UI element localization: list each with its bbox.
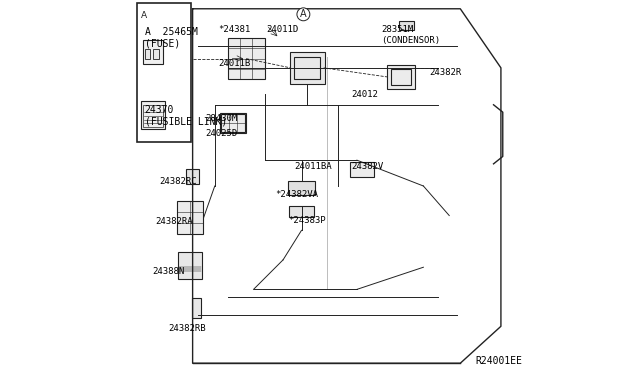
Text: 24382V: 24382V bbox=[351, 162, 383, 171]
Text: *24382VA: *24382VA bbox=[276, 190, 319, 199]
Bar bbox=[186, 169, 199, 184]
Text: A: A bbox=[300, 9, 307, 19]
Bar bbox=[399, 21, 414, 30]
Text: 24011B: 24011B bbox=[218, 59, 251, 68]
Text: R24001EE: R24001EE bbox=[475, 356, 522, 366]
Bar bbox=[141, 101, 165, 129]
Text: 28351M
(CONDENSOR): 28351M (CONDENSOR) bbox=[381, 25, 440, 45]
Bar bbox=[153, 49, 159, 59]
Bar bbox=[294, 57, 320, 79]
Bar bbox=[387, 65, 415, 89]
Bar bbox=[143, 105, 163, 127]
Text: 24382R: 24382R bbox=[429, 68, 461, 77]
Bar bbox=[351, 162, 374, 177]
Text: 24370
(FUSIBLE LINK): 24370 (FUSIBLE LINK) bbox=[145, 105, 227, 126]
Text: 24388N: 24388N bbox=[152, 267, 184, 276]
Text: *24381: *24381 bbox=[218, 25, 251, 34]
Bar bbox=[228, 38, 264, 79]
Text: 28430M: 28430M bbox=[205, 114, 238, 123]
Bar bbox=[192, 298, 201, 318]
Text: A  25465M
(FUSE): A 25465M (FUSE) bbox=[145, 27, 198, 49]
Bar bbox=[221, 114, 245, 132]
Text: 24025D: 24025D bbox=[205, 129, 238, 138]
Bar bbox=[137, 3, 191, 142]
Bar bbox=[220, 113, 246, 134]
Bar bbox=[288, 181, 316, 195]
Text: *24383P: *24383P bbox=[289, 215, 326, 225]
Bar bbox=[391, 69, 412, 86]
Bar bbox=[178, 251, 202, 279]
Text: 24012: 24012 bbox=[351, 90, 378, 99]
Bar bbox=[145, 49, 150, 59]
Text: A: A bbox=[141, 11, 147, 20]
Text: 24382RB: 24382RB bbox=[168, 324, 206, 333]
Text: 24382RA: 24382RA bbox=[156, 217, 193, 227]
Text: 24382RC: 24382RC bbox=[159, 177, 197, 186]
Text: 24011D: 24011D bbox=[266, 25, 299, 34]
Bar bbox=[289, 206, 314, 217]
Text: 24011BA: 24011BA bbox=[294, 162, 332, 171]
Bar bbox=[289, 52, 324, 84]
Bar bbox=[143, 40, 163, 64]
Bar bbox=[177, 201, 203, 234]
